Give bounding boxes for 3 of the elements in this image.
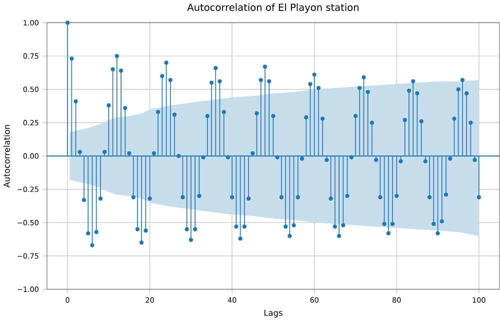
y-axis-title: Autocorrelation: [3, 125, 10, 188]
x-axis-title: Lags: [264, 310, 282, 318]
chart-title: Autocorrelation of El Playon station: [187, 3, 358, 13]
